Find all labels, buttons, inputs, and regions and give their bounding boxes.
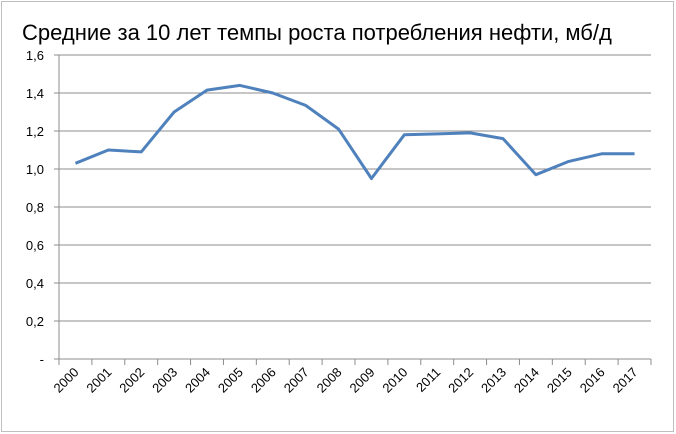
y-tick-label: 0,6 (26, 238, 44, 253)
y-tick-label: 0,8 (26, 200, 44, 215)
chart-title: Средние за 10 лет темпы роста потреблени… (22, 20, 612, 45)
y-tick-label: 1,2 (26, 124, 44, 139)
line-series (74, 83, 635, 180)
y-tick-label: 0,4 (26, 276, 44, 291)
y-tick-label: - (40, 352, 44, 367)
y-tick-label: 1,4 (26, 86, 44, 101)
y-tick-label: 1,6 (26, 48, 44, 63)
y-tick-label: 0,2 (26, 314, 44, 329)
y-tick-label: 1,0 (26, 162, 44, 177)
